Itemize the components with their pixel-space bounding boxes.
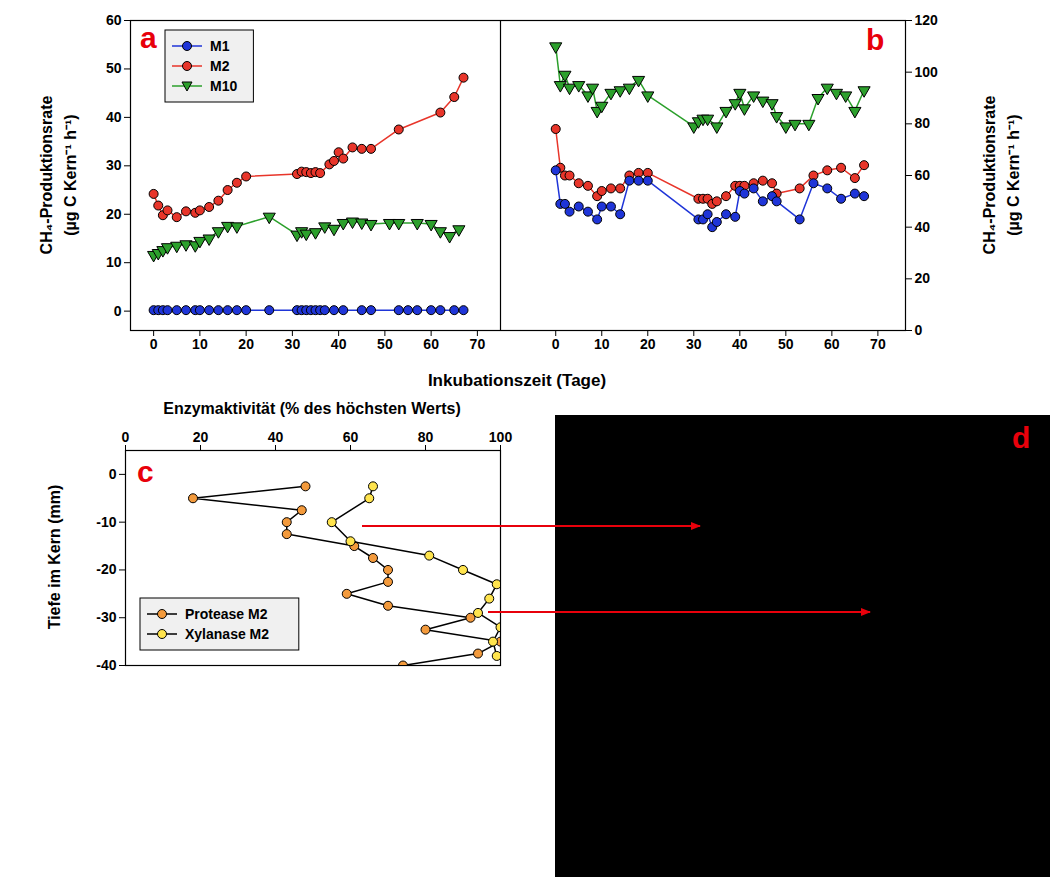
svg-text:50: 50: [106, 60, 122, 76]
svg-text:60: 60: [106, 12, 122, 28]
svg-text:40: 40: [732, 336, 748, 352]
svg-text:Protease M2: Protease M2: [185, 606, 268, 622]
svg-text:40: 40: [331, 336, 347, 352]
svg-text:20: 20: [106, 206, 122, 222]
svg-text:50: 50: [778, 336, 794, 352]
svg-text:10: 10: [594, 336, 610, 352]
svg-text:20: 20: [915, 270, 931, 286]
svg-text:M10: M10: [210, 78, 237, 94]
svg-text:d: d: [1012, 421, 1030, 454]
svg-text:60: 60: [423, 336, 439, 352]
svg-text:-40: -40: [96, 657, 116, 673]
svg-text:0: 0: [109, 466, 117, 482]
svg-text:20: 20: [193, 429, 209, 445]
svg-text:(µg C Kern⁻¹ h⁻¹): (µg C Kern⁻¹ h⁻¹): [1005, 114, 1022, 235]
svg-text:80: 80: [418, 429, 434, 445]
svg-text:Tiefe im Kern (mm): Tiefe im Kern (mm): [46, 485, 63, 630]
svg-text:20: 20: [238, 336, 254, 352]
svg-text:60: 60: [915, 167, 931, 183]
svg-text:M1: M1: [210, 38, 230, 54]
svg-text:30: 30: [686, 336, 702, 352]
svg-text:Enzymaktivität (% des höchsten: Enzymaktivität (% des höchsten Werts): [163, 400, 461, 417]
svg-text:0: 0: [114, 303, 122, 319]
svg-text:50: 50: [377, 336, 393, 352]
svg-text:70: 70: [870, 336, 886, 352]
svg-text:-30: -30: [96, 609, 116, 625]
svg-text:(µg C Kern⁻¹ h⁻¹): (µg C Kern⁻¹ h⁻¹): [62, 114, 79, 235]
svg-text:120: 120: [915, 12, 939, 28]
svg-text:CH₄-Produktionsrate: CH₄-Produktionsrate: [981, 96, 998, 255]
svg-text:Xylanase M2: Xylanase M2: [185, 626, 269, 642]
svg-text:M2: M2: [210, 58, 230, 74]
svg-text:60: 60: [343, 429, 359, 445]
svg-text:-20: -20: [96, 561, 116, 577]
svg-text:b: b: [866, 23, 884, 56]
svg-text:20: 20: [640, 336, 656, 352]
svg-text:Inkubationszeit (Tage): Inkubationszeit (Tage): [428, 371, 606, 390]
svg-text:10: 10: [106, 254, 122, 270]
svg-text:30: 30: [106, 157, 122, 173]
svg-text:40: 40: [106, 109, 122, 125]
svg-text:10: 10: [192, 336, 208, 352]
svg-text:80: 80: [915, 115, 931, 131]
svg-text:70: 70: [470, 336, 486, 352]
svg-text:0: 0: [122, 429, 130, 445]
svg-text:40: 40: [268, 429, 284, 445]
svg-text:CH₄-Produktionsrate: CH₄-Produktionsrate: [38, 96, 55, 255]
svg-text:0: 0: [150, 336, 158, 352]
svg-text:60: 60: [824, 336, 840, 352]
svg-text:c: c: [137, 455, 154, 488]
svg-text:40: 40: [915, 219, 931, 235]
svg-text:-10: -10: [96, 514, 116, 530]
svg-text:100: 100: [915, 64, 939, 80]
svg-text:30: 30: [285, 336, 301, 352]
svg-text:0: 0: [552, 336, 560, 352]
svg-text:0: 0: [915, 322, 923, 338]
svg-text:a: a: [140, 21, 157, 54]
svg-text:100: 100: [489, 429, 513, 445]
